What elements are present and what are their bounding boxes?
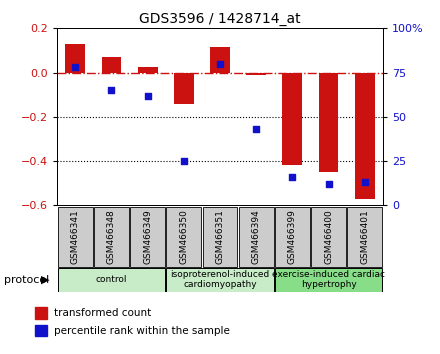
Text: GSM466394: GSM466394: [252, 210, 260, 264]
Bar: [35, 307, 48, 319]
Text: GSM466400: GSM466400: [324, 210, 333, 264]
FancyBboxPatch shape: [275, 207, 310, 267]
Text: GSM466351: GSM466351: [216, 209, 224, 264]
Text: GSM466349: GSM466349: [143, 210, 152, 264]
Bar: [355, 73, 375, 199]
Point: [289, 174, 296, 180]
Point: [325, 181, 332, 187]
FancyBboxPatch shape: [166, 207, 201, 267]
FancyBboxPatch shape: [239, 207, 274, 267]
Text: transformed count: transformed count: [54, 308, 151, 318]
Text: exercise-induced cardiac
hypertrophy: exercise-induced cardiac hypertrophy: [272, 270, 385, 289]
Bar: [282, 73, 302, 166]
Text: GSM466401: GSM466401: [360, 210, 369, 264]
Point: [180, 158, 187, 164]
Text: GSM466350: GSM466350: [180, 209, 188, 264]
FancyBboxPatch shape: [275, 268, 382, 292]
FancyBboxPatch shape: [166, 268, 274, 292]
Bar: [246, 73, 266, 75]
Bar: [66, 44, 85, 73]
Text: isoproterenol-induced
cardiomyopathy: isoproterenol-induced cardiomyopathy: [170, 270, 270, 289]
Bar: [138, 67, 158, 73]
Text: control: control: [96, 275, 127, 284]
FancyBboxPatch shape: [203, 207, 237, 267]
Text: GSM466399: GSM466399: [288, 209, 297, 264]
FancyBboxPatch shape: [94, 207, 129, 267]
FancyBboxPatch shape: [58, 207, 93, 267]
Text: GSM466348: GSM466348: [107, 210, 116, 264]
Point: [361, 179, 368, 185]
Bar: [174, 73, 194, 104]
Bar: [210, 47, 230, 73]
Text: protocol: protocol: [4, 275, 50, 285]
Point: [253, 126, 260, 132]
Point: [144, 93, 151, 98]
Bar: [319, 73, 338, 172]
FancyBboxPatch shape: [311, 207, 346, 267]
Point: [72, 64, 79, 70]
Bar: [102, 57, 121, 73]
Text: GDS3596 / 1428714_at: GDS3596 / 1428714_at: [139, 12, 301, 27]
Text: ▶: ▶: [41, 275, 49, 285]
Text: percentile rank within the sample: percentile rank within the sample: [54, 326, 230, 336]
Point: [108, 87, 115, 93]
FancyBboxPatch shape: [130, 207, 165, 267]
FancyBboxPatch shape: [58, 268, 165, 292]
Point: [216, 61, 224, 67]
Text: GSM466341: GSM466341: [71, 210, 80, 264]
FancyBboxPatch shape: [347, 207, 382, 267]
Bar: [35, 325, 48, 336]
